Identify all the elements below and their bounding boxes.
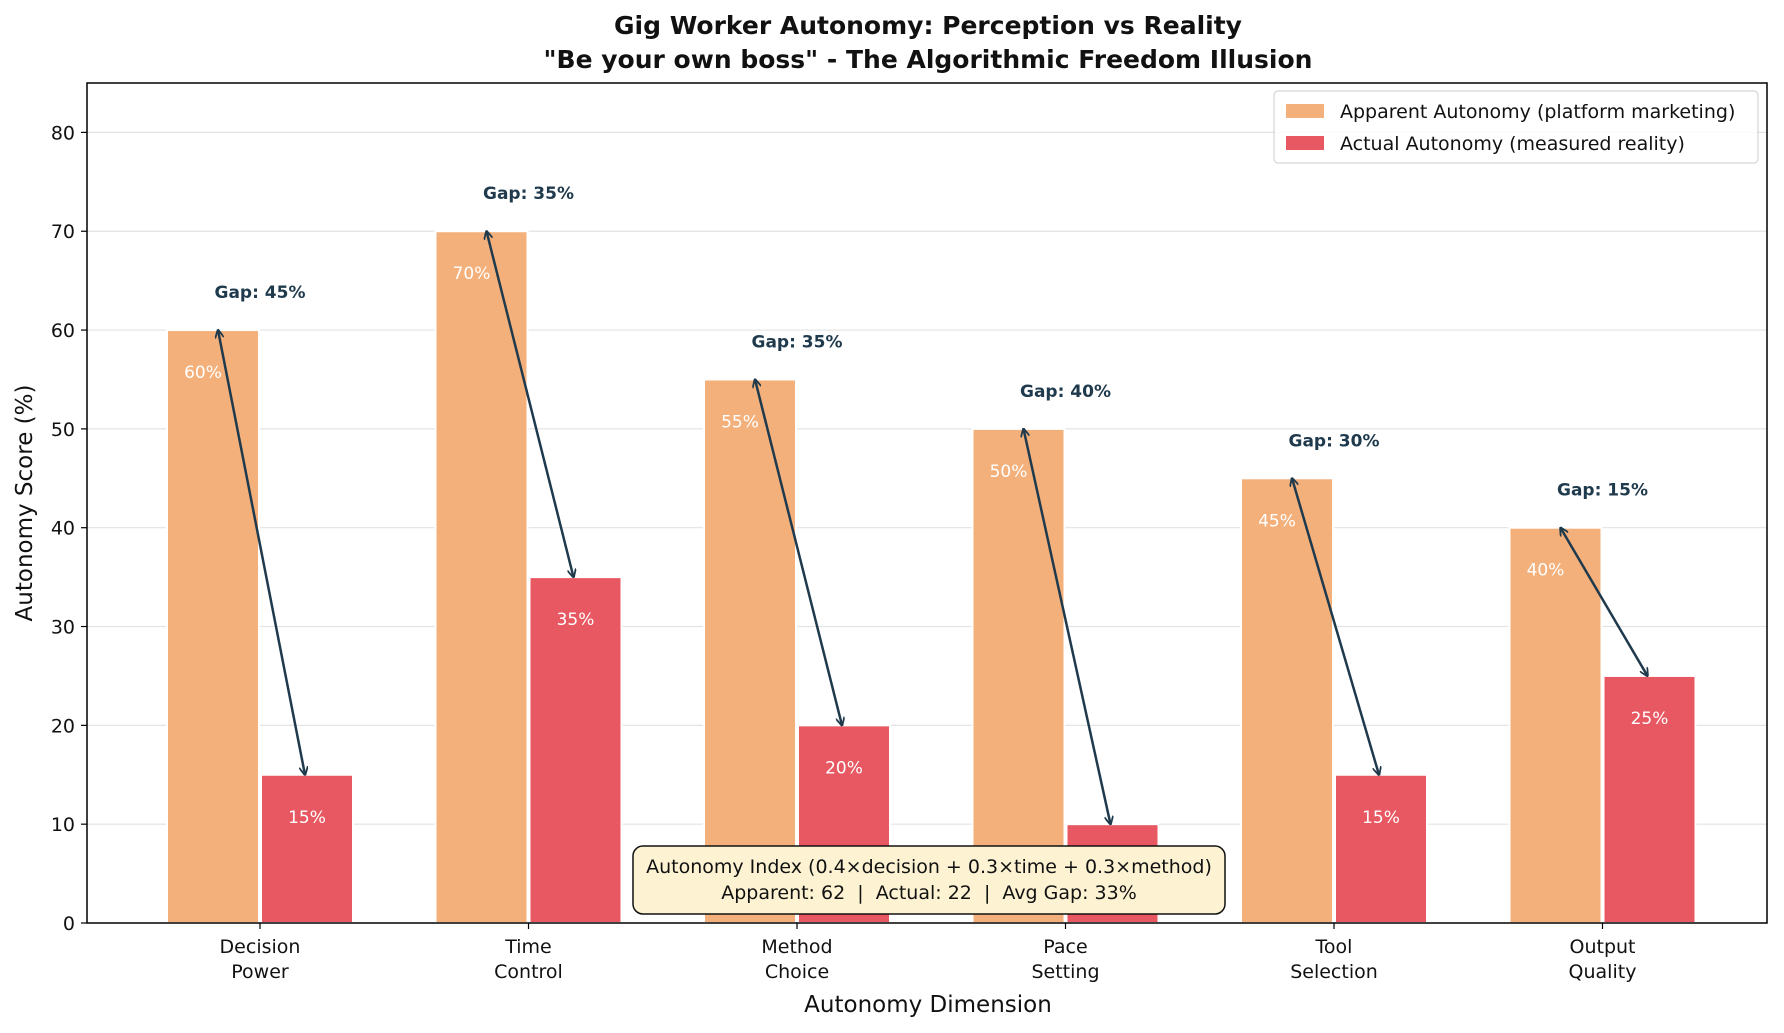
actual-value-label: 35% (557, 610, 595, 630)
x-axis-ticks: Decision Power Time Control Method Choice Pace… (220, 923, 1637, 983)
x-tick-label: Decision Power (220, 936, 301, 983)
actual-value-label: 15% (288, 808, 326, 828)
x-axis-label: Autonomy Dimension (804, 992, 1052, 1018)
actual-bar (528, 576, 623, 925)
gap-arrows (218, 231, 1648, 824)
chart-title: Gig Worker Autonomy: Perception vs Reali… (614, 11, 1242, 40)
x-tick-label: Tool Selection (1290, 936, 1378, 983)
apparent-value-label: 60% (184, 363, 222, 383)
bars (166, 230, 1697, 925)
gap-label: Gap: 15% (1557, 481, 1648, 501)
apparent-bar (703, 378, 797, 924)
actual-value-label: 15% (1362, 808, 1400, 828)
x-tick-label: Method Choice (761, 936, 832, 983)
y-tick-label: 60 (51, 320, 75, 342)
chart-subtitle: "Be your own boss" - The Algorithmic Fre… (544, 45, 1313, 74)
gap-label: Gap: 35% (483, 184, 574, 204)
gap-label: Gap: 35% (751, 332, 842, 352)
x-tick-label: Output Quality (1569, 936, 1637, 983)
annotation-line-2: Apparent: 62 | Actual: 22 | Avg Gap: 33% (721, 882, 1137, 904)
gap-labels: Gap: 45% Gap: 35% Gap: 35% Gap: 40% Gap: 30%… (214, 184, 1648, 500)
apparent-value-label: 70% (453, 264, 491, 284)
x-tick-label: Time Control (494, 936, 563, 983)
gap-label: Gap: 40% (1020, 382, 1111, 402)
actual-bar (260, 773, 354, 924)
actual-value-label: 25% (1631, 709, 1669, 729)
apparent-value-label: 40% (1527, 561, 1565, 581)
apparent-value-label: 50% (990, 462, 1028, 482)
y-tick-label: 20 (51, 715, 75, 737)
apparent-value-label: 45% (1258, 511, 1296, 531)
bar-value-labels: 60%70%55%50%45%40%15%35%20%10%15%25% (184, 264, 1668, 877)
grid-lines (87, 131, 1767, 825)
gap-label: Gap: 30% (1288, 431, 1379, 451)
y-tick-label: 50 (51, 419, 75, 441)
actual-value-label: 20% (825, 758, 863, 778)
apparent-bar (166, 329, 260, 924)
actual-bar (1334, 773, 1428, 924)
apparent-value-label: 55% (721, 412, 759, 432)
gap-arrow (1561, 528, 1648, 676)
gap-arrow (1292, 478, 1379, 774)
legend: Apparent Autonomy (platform marketing) A… (1273, 90, 1759, 164)
y-tick-label: 10 (51, 814, 75, 836)
y-tick-label: 0 (63, 913, 75, 935)
gap-label: Gap: 45% (214, 283, 305, 303)
y-tick-label: 40 (51, 518, 75, 540)
annotation-line-1: Autonomy Index (0.4×decision + 0.3×time … (646, 856, 1212, 878)
y-axis-ticks: 0 10 20 30 40 50 60 70 80 (51, 122, 87, 935)
gap-arrow (487, 231, 574, 577)
legend-label-apparent: Apparent Autonomy (platform marketing) (1340, 101, 1735, 123)
annotation-box: Autonomy Index (0.4×decision + 0.3×time … (632, 845, 1226, 915)
legend-swatch-apparent (1286, 104, 1324, 118)
annotation-background (632, 845, 1226, 915)
gap-arrow (1024, 429, 1111, 824)
legend-box (1273, 90, 1759, 164)
gap-arrow (218, 330, 305, 775)
legend-label-actual: Actual Autonomy (measured reality) (1340, 133, 1685, 155)
gap-arrow (755, 379, 842, 725)
x-tick-label: Pace Setting (1031, 936, 1099, 983)
legend-swatch-actual (1286, 136, 1324, 150)
y-tick-label: 30 (51, 617, 75, 639)
actual-bar (1602, 674, 1697, 924)
y-tick-label: 80 (51, 122, 75, 144)
y-tick-label: 70 (51, 221, 75, 243)
apparent-bar (1240, 477, 1334, 924)
apparent-bar (1508, 526, 1603, 924)
y-axis-label: Autonomy Score (%) (12, 385, 38, 622)
plot-frame (86, 82, 1768, 924)
